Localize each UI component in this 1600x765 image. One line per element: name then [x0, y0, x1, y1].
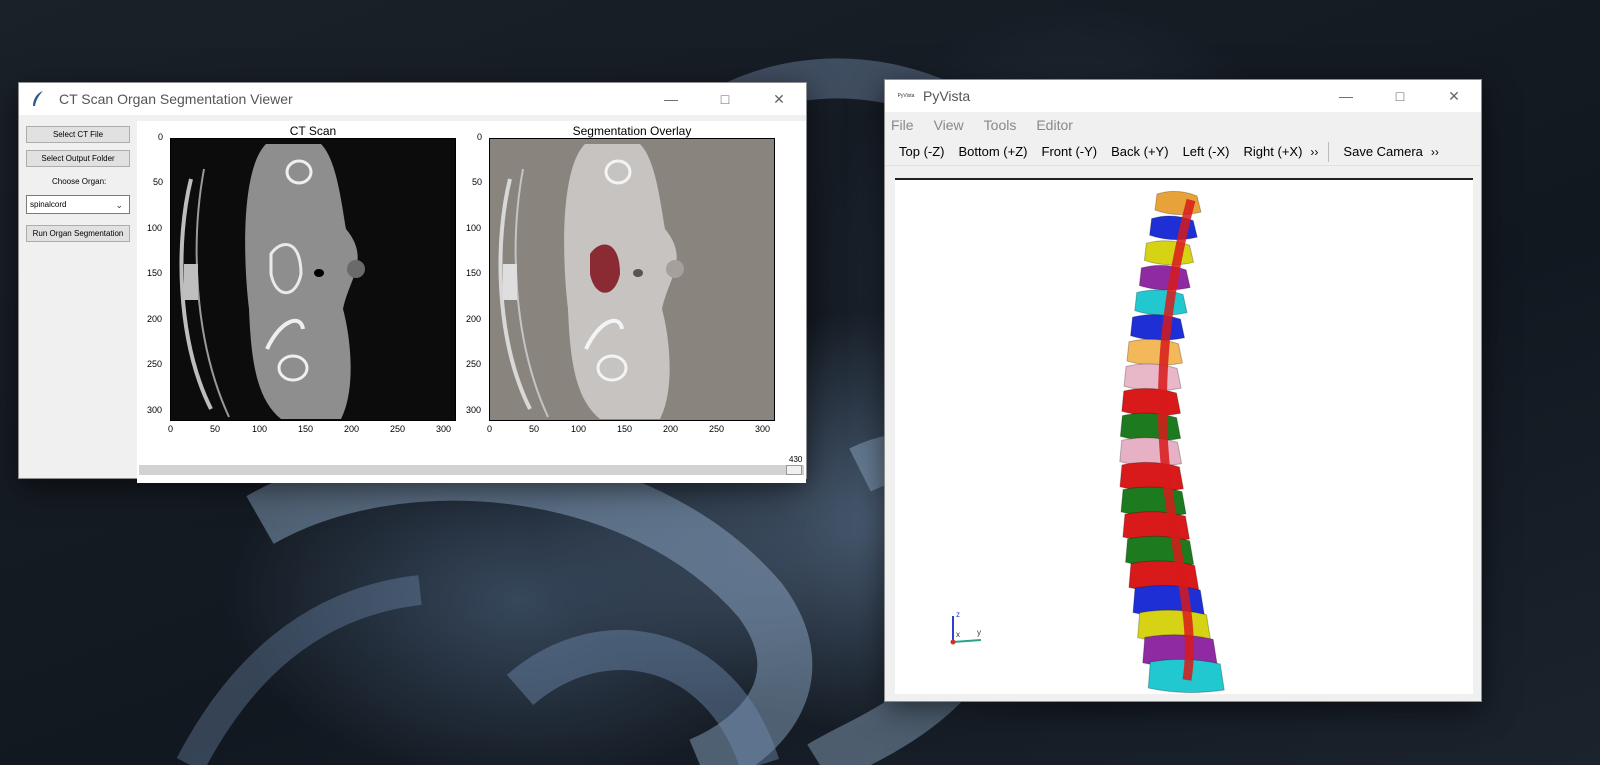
render-viewport[interactable]: z x y	[895, 178, 1473, 694]
close-button[interactable]: ✕	[1448, 87, 1460, 104]
slice-slider-track[interactable]	[139, 465, 804, 475]
y-tick: 200	[466, 314, 482, 324]
y-tick: 0	[158, 132, 164, 142]
pyvista-logo-text: PyVista	[897, 93, 915, 99]
menu-view[interactable]: View	[933, 117, 964, 133]
view-right-button[interactable]: Right (+X)	[1243, 144, 1303, 159]
y-tick: 50	[472, 177, 483, 187]
x-tick: 250	[709, 424, 725, 434]
minimize-button[interactable]: —	[664, 91, 678, 107]
axis-x-label: x	[956, 630, 960, 639]
pyvista-window: PyVista PyVista — □ ✕ File View Tools Ed…	[884, 79, 1482, 702]
vertebra-mesh	[1143, 240, 1195, 266]
axis-y-label: y	[977, 628, 981, 637]
x-tick: 150	[298, 424, 314, 434]
y-tick: 150	[466, 268, 482, 278]
spine-3d-model	[1119, 190, 1225, 694]
x-tick: 0	[487, 424, 493, 434]
x-tick: 100	[252, 424, 268, 434]
camera-toolbar: Top (-Z) Bottom (+Z) Front (-Y) Back (+Y…	[885, 138, 1481, 166]
menu-editor[interactable]: Editor	[1036, 117, 1073, 133]
chevron-down-icon[interactable]: ⌄	[115, 200, 123, 210]
view-top-button[interactable]: Top (-Z)	[899, 144, 945, 159]
vertebra-mesh	[1119, 437, 1183, 467]
maximize-button[interactable]: □	[720, 91, 730, 107]
x-tick: 100	[571, 424, 587, 434]
y-tick: 300	[147, 405, 163, 415]
choose-organ-label: Choose Organ:	[52, 177, 107, 186]
x-tick: 50	[529, 424, 540, 434]
vertebra-mesh	[1123, 363, 1182, 392]
vertebra-mesh	[1126, 338, 1184, 366]
feather-icon	[29, 90, 47, 108]
x-tick: 200	[344, 424, 360, 434]
y-tick: 300	[466, 405, 482, 415]
y-tick: 250	[466, 359, 482, 369]
toolbar-overflow-button-2[interactable]: ››	[1430, 144, 1439, 159]
vertebra-mesh	[1134, 289, 1188, 316]
close-button[interactable]: ✕	[773, 90, 785, 107]
x-tick: 300	[436, 424, 452, 434]
x-tick: 250	[390, 424, 406, 434]
x-tick: 300	[755, 424, 771, 434]
minimize-button[interactable]: —	[1339, 88, 1353, 104]
ct-scan-plot-title: CT Scan	[289, 124, 337, 138]
vertebra-mesh	[1119, 412, 1182, 442]
segmentation-overlay-image	[489, 138, 775, 421]
maximize-button[interactable]: □	[1395, 88, 1405, 104]
x-tick: 0	[168, 424, 174, 434]
menu-file[interactable]: File	[891, 117, 914, 133]
y-tick: 100	[147, 223, 163, 233]
segmentation-overlay-plot-title: Segmentation Overlay	[572, 124, 692, 138]
organ-select[interactable]: spinalcord ⌄	[26, 195, 130, 214]
x-tick: 200	[663, 424, 679, 434]
y-tick: 50	[153, 177, 164, 187]
run-organ-segmentation-button[interactable]: Run Organ Segmentation	[26, 225, 130, 242]
slice-slider-value: 430	[789, 455, 803, 464]
spinal-cord-mesh	[1157, 198, 1196, 681]
view-front-button[interactable]: Front (-Y)	[1041, 144, 1098, 159]
view-left-button[interactable]: Left (-X)	[1182, 144, 1230, 159]
y-tick: 250	[147, 359, 163, 369]
view-bottom-button[interactable]: Bottom (+Z)	[958, 144, 1028, 159]
ct-scan-image	[170, 138, 456, 421]
save-camera-button[interactable]: Save Camera	[1343, 144, 1423, 159]
vertebra-mesh	[1130, 314, 1186, 341]
view-back-button[interactable]: Back (+Y)	[1111, 144, 1169, 159]
ct-viewer-window: CT Scan Organ Segmentation Viewer — □ ✕ …	[18, 82, 807, 483]
window-title: CT Scan Organ Segmentation Viewer	[59, 91, 293, 107]
menu-bar: File View Tools Editor	[885, 112, 1481, 138]
toolbar-overflow-button[interactable]: ››	[1310, 144, 1319, 159]
x-tick: 50	[210, 424, 221, 434]
slice-slider-handle[interactable]	[786, 465, 802, 475]
vertebra-mesh	[1121, 388, 1182, 417]
window-title: PyVista	[923, 88, 971, 104]
pyvista-logo-icon: PyVista	[895, 87, 917, 105]
axis-z-label: z	[956, 610, 960, 619]
ct-viewer-body: Select CT File Select Output Folder Choo…	[19, 115, 806, 483]
menu-tools[interactable]: Tools	[983, 117, 1017, 133]
y-tick: 0	[477, 132, 483, 142]
y-tick: 150	[147, 268, 163, 278]
organ-select-value: spinalcord	[30, 200, 67, 209]
toolbar-separator	[1328, 141, 1330, 162]
pyvista-titlebar[interactable]: PyVista PyVista — □ ✕	[885, 80, 1481, 112]
x-tick: 150	[617, 424, 633, 434]
orientation-axes-widget: z x y	[943, 610, 993, 650]
vertebra-mesh	[1138, 264, 1191, 291]
y-tick: 200	[147, 314, 163, 324]
ct-viewer-titlebar[interactable]: CT Scan Organ Segmentation Viewer — □ ✕	[19, 83, 806, 115]
y-tick: 100	[466, 223, 482, 233]
plot-canvas: CT Scan 0 50 100 15	[137, 121, 806, 483]
select-ct-file-button[interactable]: Select CT File	[26, 126, 130, 143]
select-output-folder-button[interactable]: Select Output Folder	[26, 150, 130, 167]
